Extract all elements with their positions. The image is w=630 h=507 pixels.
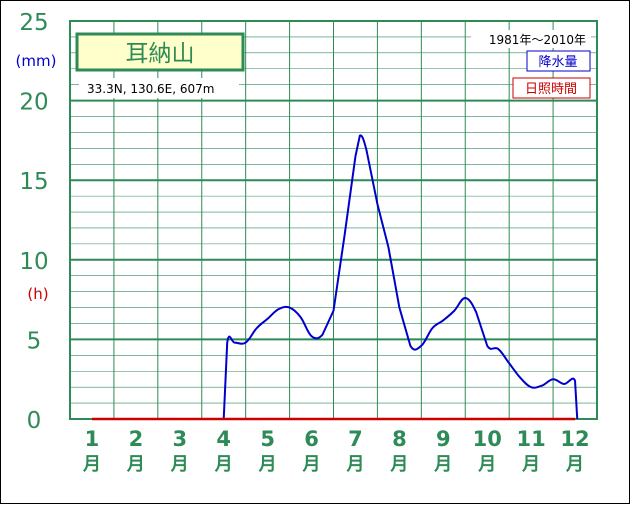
x-tick-suffix: 月: [82, 454, 101, 475]
period-background: [471, 30, 591, 48]
x-tick-label: 4: [216, 427, 231, 451]
x-axis-ticks: 1 月 2 月 3 月 4 月 5 月 6 月 7 月 8 月 9 月 10 月 11 月 12 月: [82, 427, 590, 475]
series-line-precipitation: [222, 134, 579, 420]
grid-major: [69, 20, 598, 420]
x-tick-label: 6: [304, 427, 319, 451]
legend: 降水量 日照時間: [512, 50, 591, 99]
y-unit-label-sunshine: (h): [27, 285, 48, 303]
x-tick-suffix: 月: [170, 454, 189, 475]
x-tick-label: 11: [517, 427, 546, 451]
x-tick-label: 12: [560, 427, 589, 451]
x-tick-suffix: 月: [126, 454, 145, 475]
x-tick-label: 3: [172, 427, 187, 451]
chart-title: 耳納山: [126, 41, 195, 67]
x-tick-label: 1: [85, 427, 100, 451]
x-tick-suffix: 月: [521, 454, 540, 475]
x-tick-suffix: 月: [565, 454, 584, 475]
y-tick-label: 20: [19, 90, 48, 116]
y-tick-label: 25: [19, 10, 48, 36]
y-tick-label: 5: [27, 328, 42, 354]
x-tick-label: 5: [260, 427, 275, 451]
y-unit-label-precipitation: (mm): [16, 52, 57, 70]
x-tick-label: 10: [473, 427, 502, 451]
y-axis-ticks: 0 5 10 15 20 25: [19, 10, 48, 434]
x-tick-label: 2: [129, 427, 144, 451]
x-tick-suffix: 月: [302, 454, 321, 475]
period-label: 1981年〜2010年: [489, 33, 586, 47]
x-tick-label: 8: [392, 427, 407, 451]
y-tick-label: 10: [19, 249, 48, 275]
title-box-border: [75, 32, 245, 72]
x-tick-label: 7: [348, 427, 363, 451]
legend-box-precipitation: [526, 50, 591, 72]
chart-subtitle: 33.3N, 130.6E, 607m: [87, 82, 214, 96]
y-tick-label: 0: [27, 408, 42, 434]
legend-box-sunshine: [512, 77, 591, 99]
x-tick-suffix: 月: [389, 454, 408, 475]
x-tick-suffix: 月: [477, 454, 496, 475]
x-tick-suffix: 月: [214, 454, 233, 475]
subtitle-background: [79, 78, 239, 98]
legend-label-precipitation: 降水量: [538, 55, 577, 70]
title-box: 耳納山: [75, 32, 245, 72]
x-tick-suffix: 月: [345, 454, 364, 475]
series-layer: [91, 134, 579, 421]
legend-label-sunshine: 日照時間: [525, 82, 577, 97]
y-tick-label: 15: [19, 169, 48, 195]
x-tick-suffix: 月: [433, 454, 452, 475]
x-tick-suffix: 月: [258, 454, 277, 475]
x-tick-label: 9: [436, 427, 451, 451]
